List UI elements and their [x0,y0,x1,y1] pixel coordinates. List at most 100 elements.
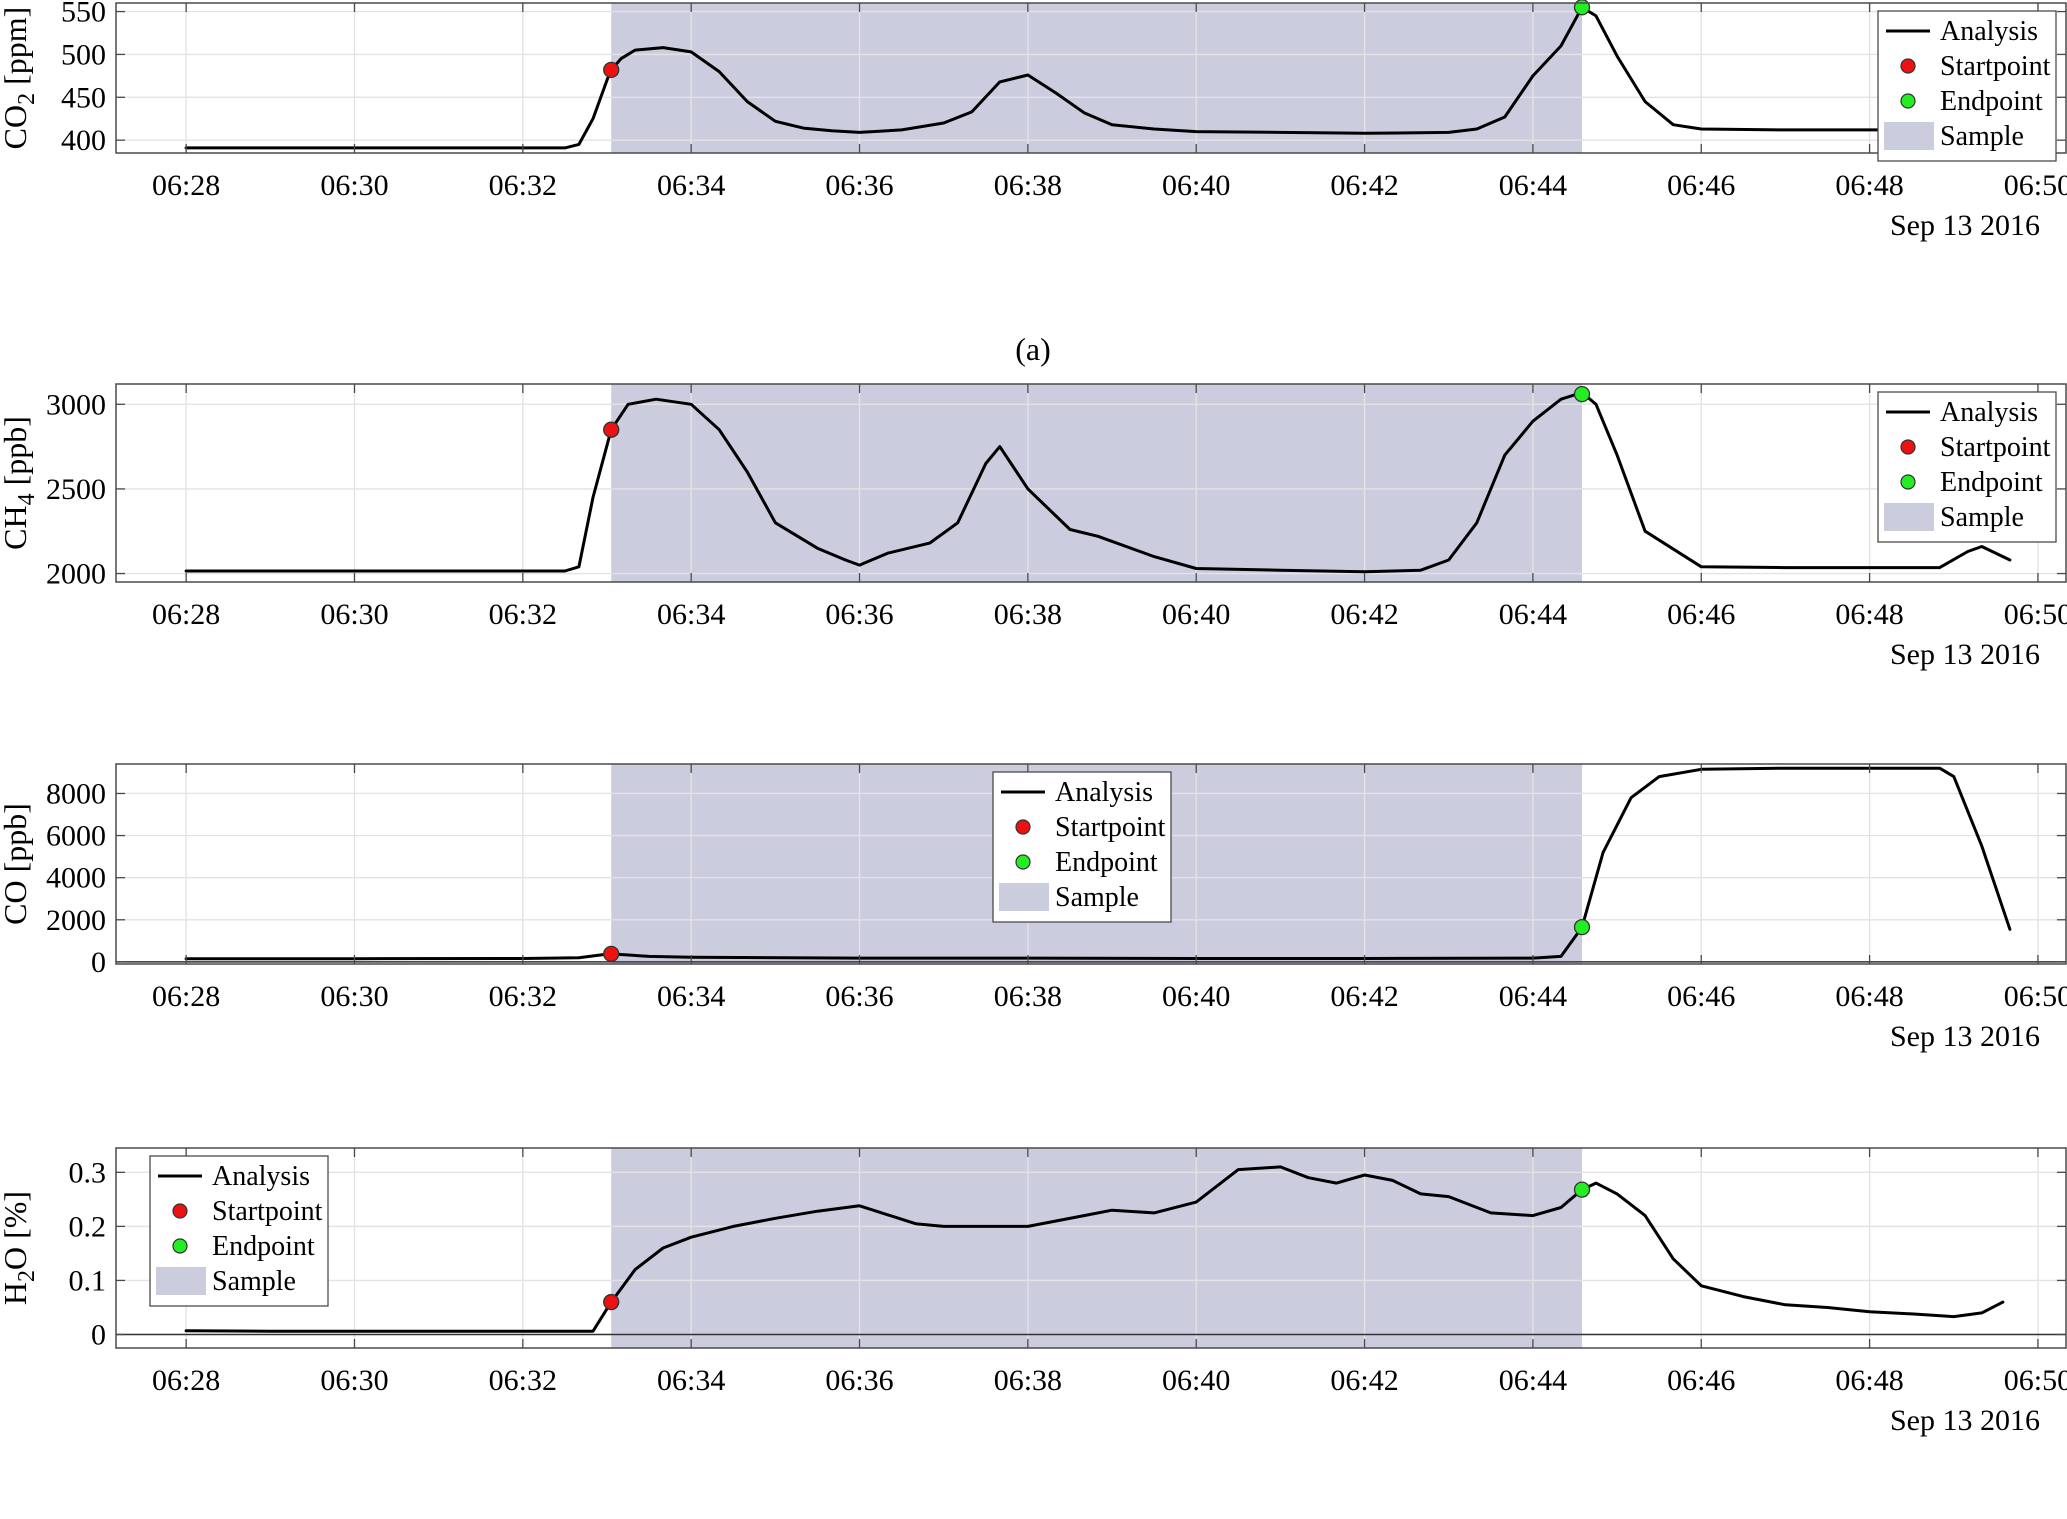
y-tick-label: 0.2 [69,1210,107,1243]
y-tick-label: 0.1 [69,1264,107,1297]
x-tick-label: 06:28 [152,598,220,631]
legend-label-sample: Sample [1940,502,2024,533]
legend-label-startpoint: Startpoint [1940,51,2051,82]
legend-label-startpoint: Startpoint [212,1196,323,1227]
sample-region [611,1148,1583,1348]
y-tick-label: 2500 [46,473,106,506]
x-tick-label: 06:48 [1835,980,1903,1013]
y-axis-label: CO [ppb] [0,803,33,925]
axes-box [115,763,2067,965]
legend-label-startpoint: Startpoint [1055,812,1166,843]
y-tick-label: 2000 [46,904,106,937]
y-tick-label: 6000 [46,820,106,853]
y-tick-label: 3000 [46,388,106,421]
x-tick-label: 06:32 [489,169,557,202]
axes-box [115,2,2067,154]
legend: Analysis Startpoint Endpoint Sample [149,1155,329,1307]
legend-startpoint-swatch [1015,819,1031,835]
x-tick-label: 06:28 [152,1364,220,1397]
legend-endpoint-swatch [172,1238,188,1254]
legend-label-sample: Sample [212,1266,296,1297]
x-tick-label: 06:48 [1835,169,1903,202]
x-tick-label: 06:36 [825,980,893,1013]
date-label: Sep 13 2016 [1890,1020,2040,1053]
x-tick-label: 06:38 [994,598,1062,631]
y-tick-label: 4000 [46,862,106,895]
legend-sample-swatch [1884,503,1934,531]
legend-endpoint-swatch [1015,854,1031,870]
y-axis-label-unit: [ppm] [0,7,33,93]
x-tick-label: 06:32 [489,598,557,631]
analysis-line [184,391,2012,574]
legend-startpoint-swatch [1900,439,1916,455]
legend-label-analysis: Analysis [212,1161,310,1192]
startpoint-marker [603,61,620,79]
x-tick-label: 06:42 [1330,169,1398,202]
legend-label-startpoint: Startpoint [1940,432,2051,463]
x-tick-label: 06:50 [2004,598,2067,631]
y-axis-label-subscript: 4 [14,493,40,505]
x-tick-label: 06:44 [1499,1364,1567,1397]
legend-startpoint-swatch [1900,58,1916,74]
legend-sample-swatch [999,883,1049,911]
legend-label-sample: Sample [1055,882,1139,913]
legend-sample-swatch [156,1267,206,1295]
sample-region [611,384,1583,582]
y-axis-label-unit: [ppb] [0,416,33,493]
legend-endpoint-swatch [1900,93,1916,109]
analysis-line [184,1165,2005,1333]
panel-caption: (a) [1015,331,1051,367]
x-tick-label: 06:50 [2004,1364,2067,1397]
x-tick-label: 06:40 [1162,1364,1230,1397]
x-tick-label: 06:38 [994,169,1062,202]
y-tick-label: 0 [91,946,106,979]
date-label: Sep 13 2016 [1890,638,2040,671]
legend-endpoint-swatch [1900,474,1916,490]
x-tick-label: 06:32 [489,980,557,1013]
x-tick-label: 06:36 [825,1364,893,1397]
x-tick-label: 06:46 [1667,598,1735,631]
endpoint-marker [1573,1181,1591,1198]
y-tick-label: 500 [61,38,106,71]
x-tick-label: 06:44 [1499,980,1567,1013]
y-tick-label: 2000 [46,558,106,591]
panel-b: 06:28 06:30 06:32 06:34 06:36 06:38 06:40 06:42… [0,383,2067,796]
y-tick-label: 0 [91,1318,106,1351]
y-axis-label-subscript: 2 [14,93,40,105]
x-tick-label: 06:44 [1499,169,1567,202]
y-axis-label: H2O [%] [0,1191,40,1305]
x-tick-label: 06:32 [489,1364,557,1397]
panel-d: 06:28 06:30 06:32 06:34 06:36 06:38 06:40 06:42… [0,1147,2067,1437]
y-tick-label: 550 [61,0,106,29]
sample-region [611,3,1583,153]
endpoint-marker [1573,919,1591,936]
date-label: Sep 13 2016 [1890,1404,2040,1437]
x-tick-label: 06:28 [152,980,220,1013]
x-tick-label: 06:46 [1667,980,1735,1013]
startpoint-marker [603,1293,620,1311]
axes-box [115,383,2067,583]
analysis-line [184,5,2012,150]
legend-label-endpoint: Endpoint [1940,86,2043,117]
x-tick-label: 06:30 [320,598,388,631]
x-tick-label: 06:42 [1330,1364,1398,1397]
x-tick-label: 06:34 [657,1364,725,1397]
startpoint-marker [603,945,620,963]
y-axis-label-unit: O [%] [0,1191,33,1270]
x-tick-label: 06:46 [1667,169,1735,202]
y-axis-label-main: H [0,1282,33,1305]
x-tick-label: 06:44 [1499,598,1567,631]
x-tick-label: 06:50 [2004,980,2067,1013]
legend-label-endpoint: Endpoint [212,1231,315,1262]
x-tick-label: 06:40 [1162,169,1230,202]
x-tick-label: 06:36 [825,169,893,202]
y-axis-label: CO2 [ppm] [0,7,40,150]
x-tick-label: 06:40 [1162,598,1230,631]
legend-sample-swatch [1884,122,1934,150]
x-tick-label: 06:50 [2004,169,2067,202]
legend: Analysis Startpoint Endpoint Sample [1877,10,2057,162]
panel-c: 06:28 06:30 06:32 06:34 06:36 06:38 06:40 06:42… [0,763,2067,1178]
x-tick-label: 06:28 [152,169,220,202]
x-tick-label: 06:48 [1835,1364,1903,1397]
